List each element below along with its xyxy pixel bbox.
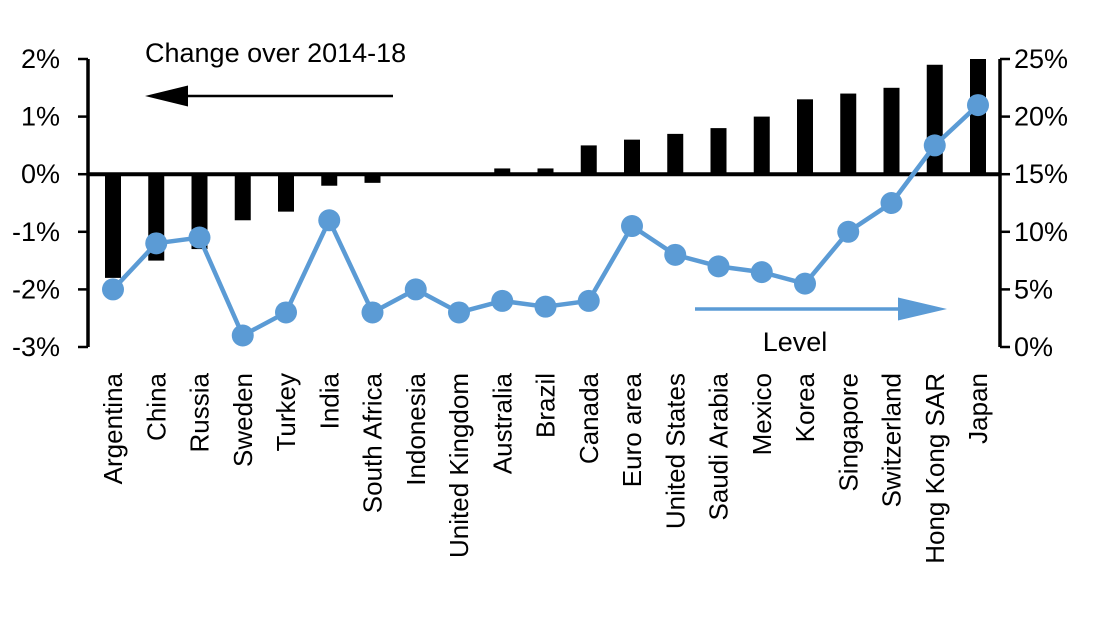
bar-hong-kong-sar — [926, 64, 943, 175]
level-point-canada — [577, 289, 600, 312]
right-arrow-head-icon — [898, 297, 947, 321]
bar-south-africa — [364, 174, 381, 183]
level-point-saudi-arabia — [707, 255, 730, 278]
x-axis-label-sweden: Sweden — [228, 373, 258, 467]
bar-brazil — [537, 168, 554, 175]
level-point-japan — [967, 94, 989, 117]
level-point-india — [318, 209, 341, 232]
x-axis-label-china: China — [141, 372, 171, 440]
level-point-brazil — [534, 295, 557, 318]
line-series-annotation-label: Level — [763, 327, 828, 357]
right-axis-tick-label-25: 25% — [1014, 44, 1068, 74]
line-series-group — [102, 94, 989, 347]
right-axis-tick-label-5: 5% — [1014, 274, 1053, 304]
bar-japan — [970, 59, 986, 175]
level-point-korea — [794, 272, 816, 295]
x-axis-label-south-africa: South Africa — [358, 372, 388, 513]
x-axis-label-indonesia: Indonesia — [401, 372, 431, 485]
level-point-switzerland — [880, 192, 903, 214]
level-point-united-states — [664, 243, 687, 266]
axis-labels-group: 2% 1% 0% -1% -2% -3% 25% 20% 15% 10% 5% 0% Argentina… — [12, 44, 1068, 564]
bar-singapore — [840, 93, 857, 175]
bar-saudi-arabia — [710, 128, 727, 175]
level-point-hong-kong-sar — [923, 134, 946, 157]
x-axis-label-singapore: Singapore — [833, 373, 863, 492]
x-axis-label-argentina: Argentina — [98, 372, 128, 484]
bar-series-annotation-label: Change over 2014-18 — [145, 38, 406, 68]
x-axis-label-united-kingdom: United Kingdom — [444, 373, 474, 558]
bar-annotation-group: Change over 2014-18 — [145, 38, 406, 107]
bar-euro-area — [624, 139, 640, 175]
level-point-indonesia — [404, 278, 427, 301]
level-point-russia — [188, 226, 211, 249]
x-axis-label-australia: Australia — [487, 372, 517, 474]
bar-series-group — [105, 59, 986, 278]
bar-canada — [580, 145, 597, 175]
x-axis-label-canada: Canada — [574, 372, 604, 464]
level-point-australia — [491, 289, 514, 312]
line-annotation-group: Level — [695, 297, 947, 357]
x-axis-label-switzerland: Switzerland — [877, 373, 907, 507]
left-axis-tick-label-1: -1% — [12, 217, 60, 247]
x-axis-label-united-states: United States — [660, 373, 690, 529]
left-axis-tick-label-1: 1% — [21, 102, 60, 132]
x-axis-label-turkey: Turkey — [271, 373, 301, 452]
bar-australia — [494, 168, 511, 175]
x-axis-label-saudi-arabia: Saudi Arabia — [704, 372, 734, 520]
x-axis-label-japan: Japan — [963, 373, 993, 444]
level-point-south-africa — [361, 301, 384, 324]
x-axis-label-mexico: Mexico — [747, 373, 777, 455]
level-point-argentina — [102, 278, 124, 301]
x-axis-label-india: India — [314, 372, 344, 429]
level-point-sweden — [231, 324, 254, 347]
bar-sweden — [234, 174, 251, 221]
level-point-singapore — [837, 220, 860, 243]
bar-turkey — [278, 174, 294, 212]
left-axis-tick-label-3: -3% — [12, 332, 60, 362]
right-axis-tick-label-15: 15% — [1014, 159, 1068, 189]
level-point-united-kingdom — [448, 301, 470, 324]
right-axis-tick-label-20: 20% — [1014, 102, 1068, 132]
bar-mexico — [753, 116, 770, 175]
level-point-mexico — [750, 261, 773, 284]
x-axis-label-brazil: Brazil — [531, 373, 561, 438]
bar-switzerland — [883, 87, 900, 175]
x-axis-label-russia: Russia — [185, 372, 215, 452]
x-axis-label-hong-kong-sar: Hong Kong SAR — [920, 373, 950, 564]
bar-india — [321, 174, 338, 186]
bar-united-states — [667, 133, 684, 175]
right-axis-tick-label-10: 10% — [1014, 217, 1068, 247]
left-arrow-head-icon — [145, 85, 188, 107]
level-point-euro-area — [621, 215, 643, 238]
left-axis-tick-label-0: 0% — [21, 159, 60, 189]
left-axis-tick-label-2: 2% — [21, 44, 60, 74]
level-point-china — [145, 232, 168, 255]
level-point-turkey — [275, 301, 297, 324]
right-axis-tick-label-0: 0% — [1014, 332, 1053, 362]
x-axis-label-euro-area: Euro area — [617, 372, 647, 487]
left-axis-tick-label-2: -2% — [12, 274, 60, 304]
bar-korea — [797, 99, 813, 175]
x-axis-label-korea: Korea — [790, 372, 820, 442]
bar-argentina — [105, 174, 121, 278]
